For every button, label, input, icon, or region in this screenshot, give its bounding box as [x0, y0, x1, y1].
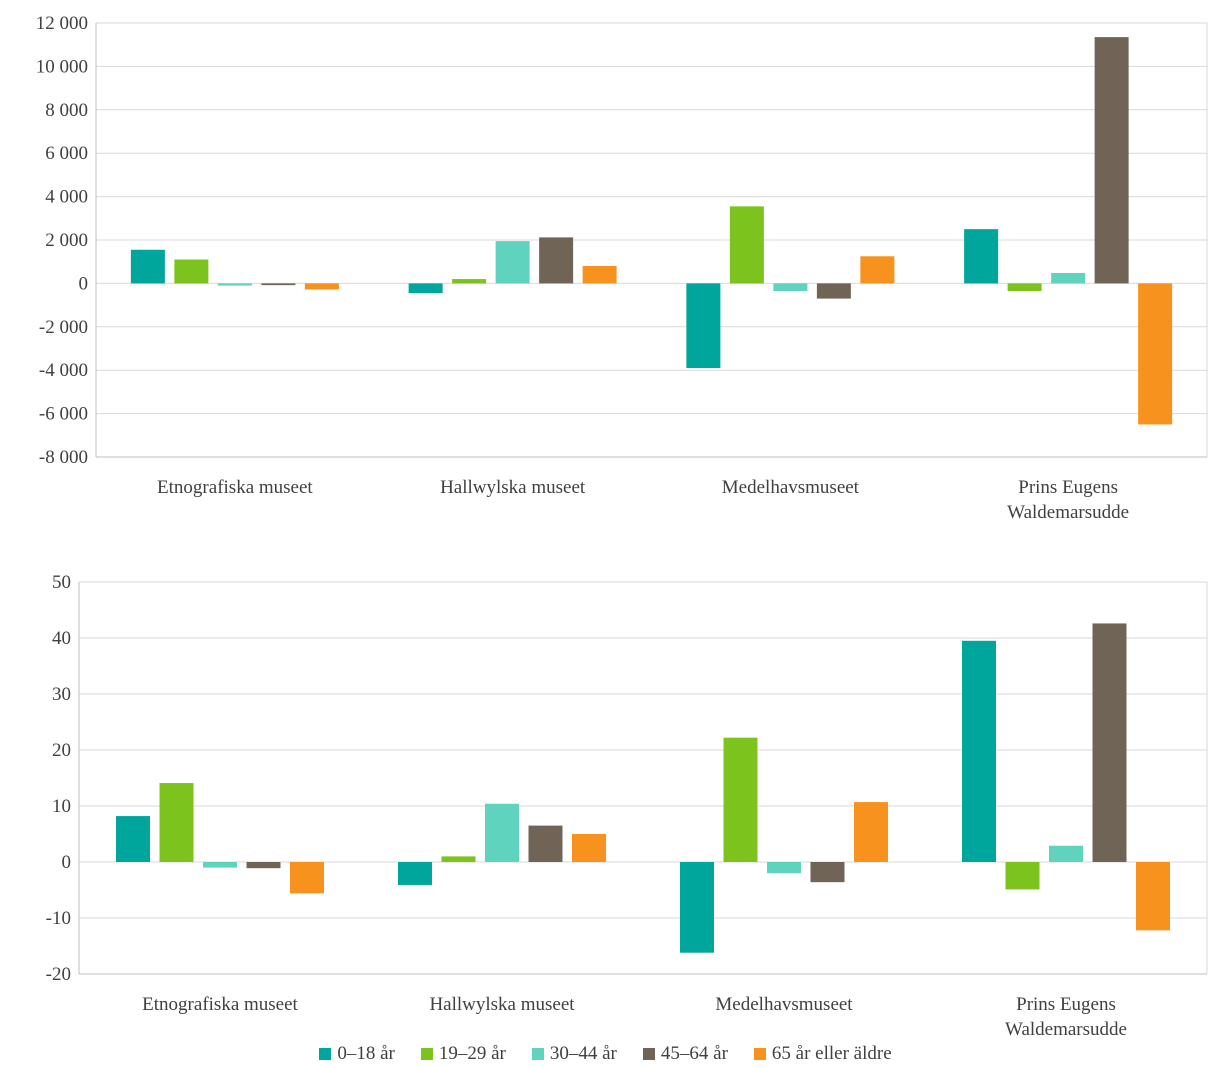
bar [686, 283, 721, 369]
bar [680, 862, 714, 953]
y-tick-label: 12 000 [36, 13, 88, 34]
bar [495, 241, 530, 284]
bar [582, 266, 617, 284]
category-label: Etnografiska museet [157, 477, 313, 498]
category-label: Medelhavsmuseet [722, 477, 860, 498]
bar [398, 862, 432, 885]
bar [290, 862, 324, 894]
chart-canvas: 12 000 10 000 8 000 6 000 4 000 2 000 0 -2 000 -… [36, 13, 1208, 1040]
legend-item-65-plus: 65 år eller äldre [753, 1043, 892, 1065]
bar [1138, 283, 1173, 425]
y-tick-label: 6 000 [45, 143, 88, 164]
category-label: Hallwylska museet [429, 994, 575, 1015]
legend-swatch-65-plus [753, 1048, 766, 1060]
bar [539, 237, 574, 284]
category-label: Medelhavsmuseet [715, 994, 853, 1015]
y-tick-label: 0 [79, 273, 89, 294]
legend-item-30-44: 30–44 år [531, 1043, 617, 1065]
bar [130, 249, 165, 284]
bar [1005, 862, 1040, 890]
bar [159, 783, 194, 862]
y-tick-label: 20 [52, 740, 71, 761]
y-tick-label: 10 000 [36, 56, 88, 77]
legend-swatch-45-64 [642, 1048, 655, 1060]
bar [203, 862, 237, 868]
y-tick-label: 50 [52, 572, 71, 593]
bar [1092, 623, 1127, 862]
bar [723, 737, 758, 862]
bar [261, 283, 296, 286]
bar [860, 256, 895, 284]
bar [441, 856, 476, 862]
y-tick-label: -8 000 [39, 447, 88, 468]
bar [773, 283, 808, 291]
category-label: Etnografiska museet [142, 994, 298, 1015]
bar [1007, 283, 1042, 291]
bar [452, 279, 487, 284]
legend-label-45-64: 45–64 år [660, 1043, 728, 1064]
y-tick-label: -20 [46, 964, 71, 985]
bar [964, 229, 999, 284]
legend-swatch-19-29 [420, 1048, 433, 1060]
category-label: Prins Eugens [1018, 477, 1118, 498]
bar [246, 862, 281, 869]
bar [304, 283, 339, 290]
y-tick-label: -6 000 [39, 404, 88, 425]
legend-label-19-29: 19–29 år [438, 1043, 506, 1064]
chart-2: 50 40 30 20 10 0 -10 -20 Etnografiska museet Hall… [46, 572, 1208, 1040]
bar [116, 816, 150, 862]
legend-item-45-64: 45–64 år [642, 1043, 728, 1065]
bar [1094, 37, 1129, 284]
y-tick-label: 10 [52, 796, 71, 817]
bar [1049, 845, 1083, 862]
category-label: Prins Eugens [1016, 994, 1116, 1015]
legend-label-65-plus: 65 år eller äldre [771, 1043, 892, 1064]
bar [528, 825, 563, 862]
bar [810, 862, 845, 883]
bar [962, 640, 996, 862]
y-tick-label: 2 000 [45, 230, 88, 251]
bar [854, 802, 888, 862]
y-tick-label: -4 000 [39, 360, 88, 381]
category-label: Waldemarsudde [1005, 1019, 1127, 1040]
legend-swatch-0-18 [319, 1048, 332, 1060]
y-tick-label: 0 [62, 852, 72, 873]
bar [816, 283, 851, 299]
category-label: Hallwylska museet [440, 477, 586, 498]
y-tick-label: -10 [46, 908, 71, 929]
bar [767, 862, 801, 874]
bar [217, 283, 252, 286]
legend: 0–18 år 19–29 år 30–44 år 45–64 år 65 år… [0, 1043, 1211, 1065]
bar [408, 283, 443, 294]
y-tick-label: 30 [52, 684, 71, 705]
legend-label-30-44: 30–44 år [549, 1043, 617, 1064]
legend-item-0-18: 0–18 år [319, 1043, 395, 1065]
y-tick-label: -2 000 [39, 317, 88, 338]
bar [729, 206, 764, 284]
chart-1: 12 000 10 000 8 000 6 000 4 000 2 000 0 -2 000 -… [36, 13, 1208, 523]
bar [572, 834, 606, 862]
y-tick-label: 8 000 [45, 100, 88, 121]
bar [174, 259, 209, 284]
legend-label-0-18: 0–18 år [337, 1043, 395, 1064]
bar [1136, 862, 1170, 931]
bar [485, 803, 519, 862]
y-tick-label: 40 [52, 628, 71, 649]
legend-swatch-30-44 [531, 1048, 544, 1060]
bar [1051, 272, 1086, 284]
y-tick-label: 4 000 [45, 187, 88, 208]
legend-item-19-29: 19–29 år [420, 1043, 506, 1065]
category-label: Waldemarsudde [1007, 502, 1129, 523]
